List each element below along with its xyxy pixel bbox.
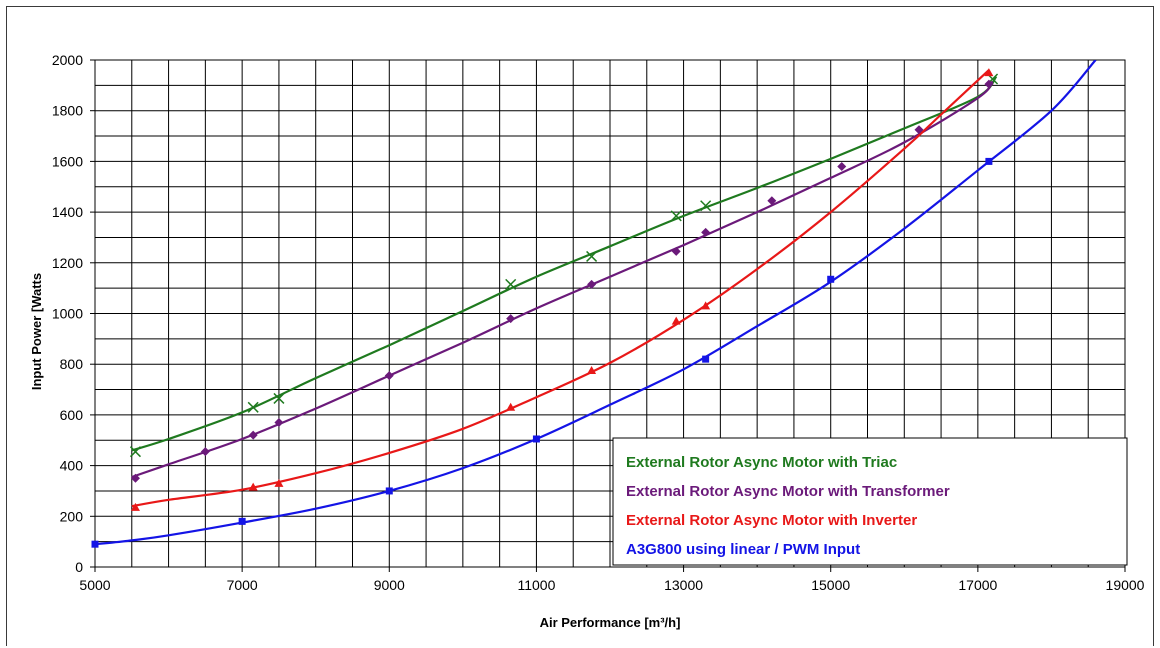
legend-entry-triac: External Rotor Async Motor with Triac <box>626 454 897 471</box>
series-line-a3g800 <box>95 60 1097 546</box>
x-tick-label: 7000 <box>227 577 258 593</box>
data-point-inverter <box>701 301 711 310</box>
y-tick-label: 1800 <box>52 103 83 119</box>
data-point-triac <box>700 200 712 212</box>
data-point-transformer <box>587 279 597 289</box>
data-point-triac <box>273 392 285 404</box>
data-point-a3g800 <box>702 355 710 363</box>
series-line-transformer <box>131 80 994 479</box>
data-point-transformer <box>837 161 847 171</box>
line-chart: 5000 7000 9000 11000 13000 15000 17000 19000 0 20… <box>29 52 1145 630</box>
x-tick-label: 17000 <box>958 577 997 593</box>
y-tick-label: 600 <box>60 407 84 423</box>
data-point-transformer <box>984 79 994 89</box>
y-tick-label: 1200 <box>52 255 83 271</box>
data-point-transformer <box>767 196 777 206</box>
legend-entry-transformer: External Rotor Async Motor with Transfor… <box>626 483 950 500</box>
data-point-transformer <box>130 473 140 483</box>
data-point-triac <box>129 446 141 458</box>
y-tick-label: 200 <box>60 508 84 524</box>
legend-box <box>612 437 1128 566</box>
data-point-triac <box>586 250 598 262</box>
data-point-transformer <box>701 227 711 237</box>
data-point-transformer <box>671 246 681 256</box>
legend-entry-inverter: External Rotor Async Motor with Inverter <box>626 512 917 529</box>
axis-ticks: 5000 7000 9000 11000 13000 15000 17000 19000 0 20… <box>52 52 1145 593</box>
y-tick-label: 800 <box>60 356 84 372</box>
data-point-a3g800 <box>827 275 835 283</box>
x-tick-label: 13000 <box>664 577 703 593</box>
grid <box>94 59 1126 568</box>
series-line-triac <box>131 75 998 452</box>
data-point-inverter <box>671 316 681 325</box>
y-tick-label: 1600 <box>52 153 83 169</box>
y-tick-label: 1400 <box>52 204 83 220</box>
data-markers <box>91 68 999 548</box>
x-tick-label: 9000 <box>374 577 405 593</box>
data-point-a3g800 <box>91 540 99 548</box>
data-point-transformer <box>506 314 516 324</box>
data-point-triac <box>247 401 259 413</box>
data-point-inverter <box>984 68 994 77</box>
x-tick-label: 15000 <box>811 577 850 593</box>
x-axis-label: Air Performance [m³/h] <box>540 615 681 630</box>
data-point-transformer <box>248 430 258 440</box>
data-point-inverter <box>274 478 284 487</box>
data-point-transformer <box>384 371 394 381</box>
data-point-inverter <box>587 366 597 375</box>
y-tick-label: 0 <box>75 559 83 575</box>
y-axis-label: Input Power [Watts <box>29 273 44 390</box>
legend: External Rotor Async Motor with Triac Ex… <box>612 437 1128 566</box>
data-point-a3g800 <box>985 157 993 165</box>
x-tick-label: 11000 <box>517 577 555 593</box>
data-point-a3g800 <box>385 487 393 495</box>
y-tick-label: 2000 <box>52 52 83 68</box>
chart-frame: 5000 7000 9000 11000 13000 15000 17000 19000 0 20… <box>6 6 1154 646</box>
data-point-transformer <box>914 125 924 135</box>
x-tick-label: 5000 <box>79 577 110 593</box>
data-point-triac <box>505 278 517 290</box>
data-point-transformer <box>274 418 284 428</box>
data-point-inverter <box>248 482 258 491</box>
data-point-a3g800 <box>238 517 246 525</box>
data-point-inverter <box>506 402 516 411</box>
data-point-inverter <box>130 502 140 511</box>
data-point-a3g800 <box>532 435 540 443</box>
y-tick-label: 1000 <box>52 306 83 322</box>
data-point-triac <box>670 210 682 222</box>
x-tick-label: 19000 <box>1106 577 1145 593</box>
data-point-transformer <box>200 447 210 457</box>
y-tick-label: 400 <box>60 458 84 474</box>
legend-entry-a3g800: A3G800 using linear / PWM Input <box>626 541 860 558</box>
